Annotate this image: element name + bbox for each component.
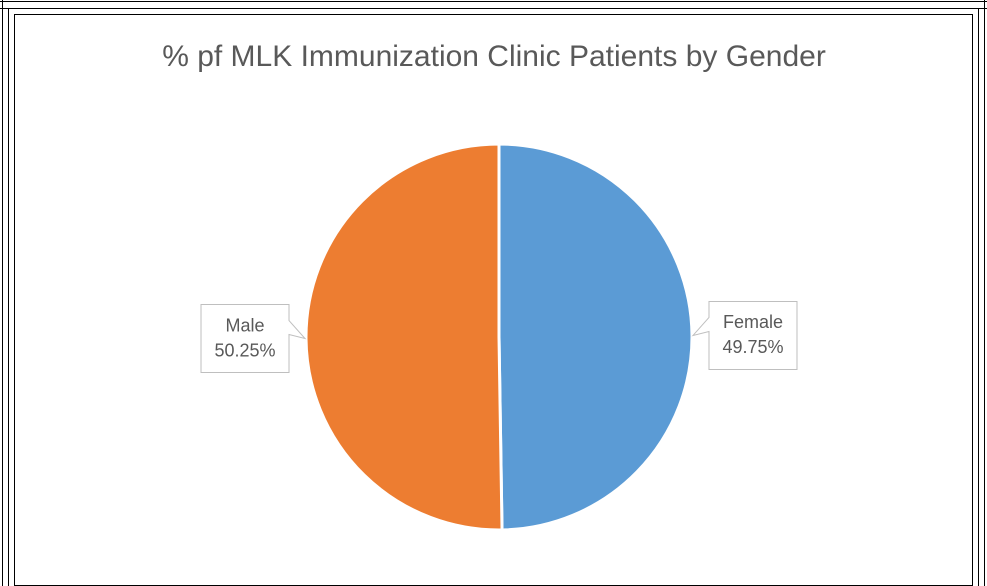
data-label-category: Female — [723, 312, 783, 332]
pie-slice — [497, 142, 694, 532]
chart-title: % pf MLK Immunization Clinic Patients by… — [162, 40, 826, 73]
pie-slice — [304, 142, 504, 532]
label-callout — [200, 304, 307, 374]
data-label-category: Male — [225, 315, 264, 335]
data-label-value: 49.75% — [722, 337, 783, 357]
data-label-value: 50.25% — [214, 340, 275, 360]
label-callout — [691, 300, 798, 370]
